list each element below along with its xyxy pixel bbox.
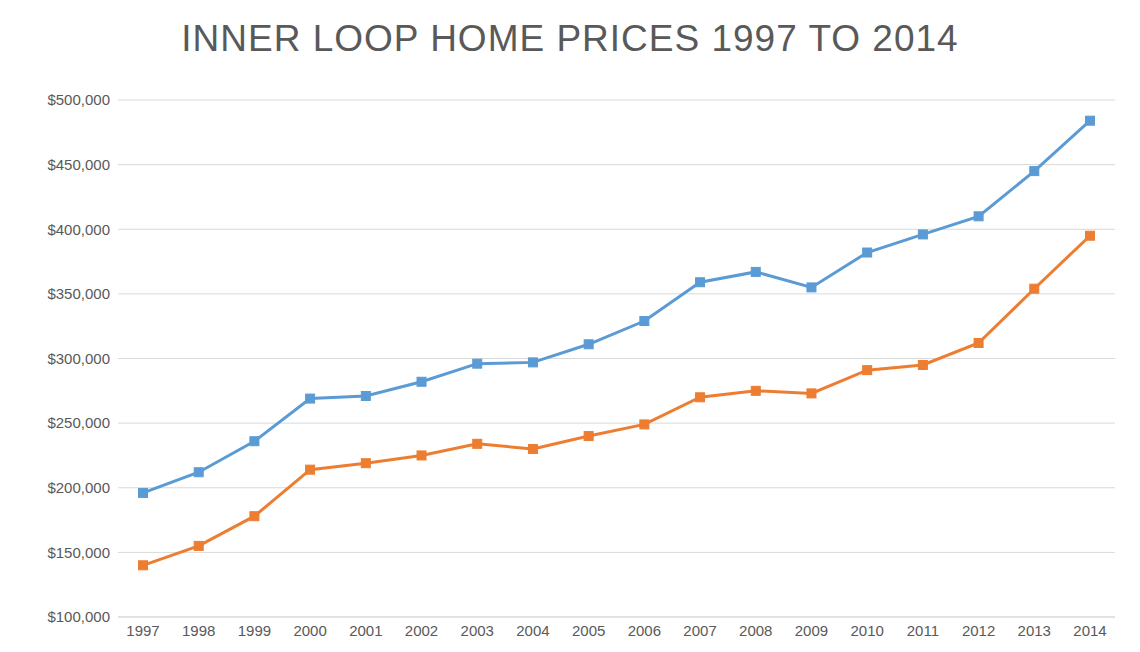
svg-text:2007: 2007: [683, 622, 716, 639]
svg-text:$400,000: $400,000: [47, 221, 110, 238]
svg-text:2000: 2000: [293, 622, 326, 639]
svg-text:2003: 2003: [461, 622, 494, 639]
svg-text:$500,000: $500,000: [47, 91, 110, 108]
svg-text:$150,000: $150,000: [47, 544, 110, 561]
svg-text:$200,000: $200,000: [47, 479, 110, 496]
svg-text:2012: 2012: [962, 622, 995, 639]
html-text:INNER LOOP HOME PRICES 1997 TO: INNER LOOP HOME PRICES 1997 TO 2014: [181, 18, 959, 59]
svg-text:$100,000: $100,000: [47, 608, 110, 625]
svg-text:2013: 2013: [1018, 622, 1051, 639]
svg-text:2006: 2006: [628, 622, 661, 639]
svg-text:2009: 2009: [795, 622, 828, 639]
svg-text:2011: 2011: [907, 622, 939, 639]
svg-text:$450,000: $450,000: [47, 156, 110, 173]
svg-text:$250,000: $250,000: [47, 414, 110, 431]
svg-text:2014: 2014: [1073, 622, 1106, 639]
svg-text:2004: 2004: [516, 622, 549, 639]
svg-text:1998: 1998: [182, 622, 215, 639]
svg-text:$300,000: $300,000: [47, 350, 110, 367]
svg-text:2005: 2005: [572, 622, 605, 639]
svg-text:2001: 2001: [349, 622, 382, 639]
svg-text:2008: 2008: [739, 622, 772, 639]
svg-text:1997: 1997: [126, 622, 159, 639]
svg-text:2002: 2002: [405, 622, 438, 639]
svg-text:2010: 2010: [850, 622, 883, 639]
svg-text:$350,000: $350,000: [47, 285, 110, 302]
svg-text:1999: 1999: [238, 622, 271, 639]
